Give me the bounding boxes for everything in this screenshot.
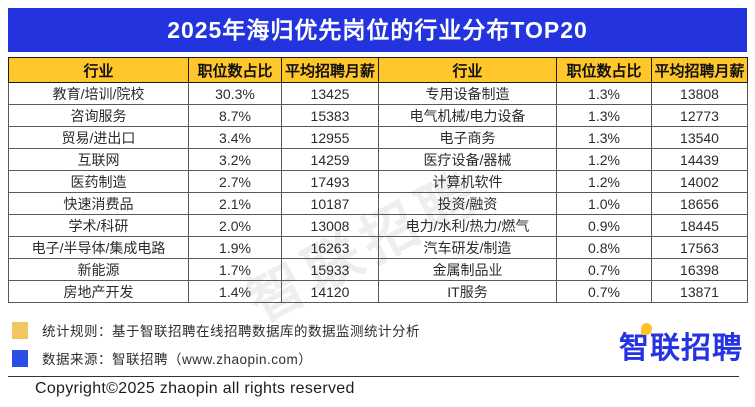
legend-source-text: 数据来源：智联招聘（www.zhaopin.com） — [42, 352, 313, 367]
table-row: 咨询服务 8.7% 15383 电气机械/电力设备 1.3% 12773 — [8, 104, 748, 127]
industry-cell: 汽车研发/制造 — [378, 236, 557, 259]
industry-cell: 医药制造 — [8, 170, 189, 193]
column-header: 行业 — [8, 57, 189, 83]
title-bar: 2025年海归优先岗位的行业分布TOP20 — [8, 8, 747, 52]
legend-row-rules: 统计规则：基于智联招聘在线招聘数据库的数据监测统计分析 — [12, 320, 747, 340]
industry-cell: 电子商务 — [378, 126, 557, 149]
salary-cell: 13425 — [281, 82, 379, 105]
salary-cell: 17493 — [281, 170, 379, 193]
table-row: 新能源 1.7% 15933 金属制品业 0.7% 16398 — [8, 258, 748, 281]
table-row: 互联网 3.2% 14259 医疗设备/器械 1.2% 14439 — [8, 148, 748, 171]
table-header-row: 行业 职位数占比 平均招聘月薪 行业 职位数占比 平均招聘月薪 — [8, 57, 748, 83]
share-cell: 1.3% — [556, 126, 652, 149]
salary-cell: 15383 — [281, 104, 379, 127]
industry-cell: 投资/融资 — [378, 192, 557, 215]
share-cell: 1.7% — [188, 258, 282, 281]
salary-cell: 13808 — [651, 82, 748, 105]
table-row: 房地产开发 1.4% 14120 IT服务 0.7% 13871 — [8, 280, 748, 303]
industry-cell: 贸易/进出口 — [8, 126, 189, 149]
industry-cell: 房地产开发 — [8, 280, 189, 303]
industry-cell: 电子/半导体/集成电路 — [8, 236, 189, 259]
table-row: 医药制造 2.7% 17493 计算机软件 1.2% 14002 — [8, 170, 748, 193]
share-cell: 3.4% — [188, 126, 282, 149]
footer: 统计规则：基于智联招聘在线招聘数据库的数据监测统计分析 数据来源：智联招聘（ww… — [8, 320, 747, 398]
salary-cell: 14259 — [281, 148, 379, 171]
share-cell: 30.3% — [188, 82, 282, 105]
share-cell: 2.0% — [188, 214, 282, 237]
column-header: 职位数占比 — [556, 57, 652, 83]
share-cell: 1.2% — [556, 148, 652, 171]
page-title: 2025年海归优先岗位的行业分布TOP20 — [167, 17, 588, 43]
salary-cell: 10187 — [281, 192, 379, 215]
share-cell: 1.9% — [188, 236, 282, 259]
salary-cell: 13008 — [281, 214, 379, 237]
share-cell: 1.0% — [556, 192, 652, 215]
salary-cell: 12773 — [651, 104, 748, 127]
share-cell: 1.3% — [556, 104, 652, 127]
column-header: 行业 — [378, 57, 557, 83]
industry-cell: 互联网 — [8, 148, 189, 171]
column-header: 平均招聘月薪 — [281, 57, 379, 83]
logo-dot-icon — [641, 323, 652, 335]
industry-cell: 电力/水利/热力/燃气 — [378, 214, 557, 237]
share-cell: 0.9% — [556, 214, 652, 237]
table-row: 学术/科研 2.0% 13008 电力/水利/热力/燃气 0.9% 18445 — [8, 214, 748, 237]
industry-cell: 咨询服务 — [8, 104, 189, 127]
industry-cell: 专用设备制造 — [378, 82, 557, 105]
share-cell: 2.1% — [188, 192, 282, 215]
salary-cell: 13540 — [651, 126, 748, 149]
industry-cell: 电气机械/电力设备 — [378, 104, 557, 127]
salary-cell: 14002 — [651, 170, 748, 193]
industry-cell: 快速消费品 — [8, 192, 189, 215]
industry-cell: 教育/培训/院校 — [8, 82, 189, 105]
share-cell: 3.2% — [188, 148, 282, 171]
salary-cell: 18656 — [651, 192, 748, 215]
zhaopin-logo: 智联招聘 — [619, 323, 743, 367]
table-row: 快速消费品 2.1% 10187 投资/融资 1.0% 18656 — [8, 192, 748, 215]
salary-cell: 14439 — [651, 148, 748, 171]
footer-divider — [8, 376, 739, 377]
share-cell: 1.2% — [556, 170, 652, 193]
table-row: 教育/培训/院校 30.3% 13425 专用设备制造 1.3% 13808 — [8, 82, 748, 105]
share-cell: 2.7% — [188, 170, 282, 193]
share-cell: 1.4% — [188, 280, 282, 303]
copyright-text: Copyright©2025 zhaopin all rights reserv… — [35, 380, 355, 397]
salary-cell: 16263 — [281, 236, 379, 259]
salary-cell: 15933 — [281, 258, 379, 281]
legend-blue-swatch — [12, 349, 28, 367]
legend-rules-text: 统计规则：基于智联招聘在线招聘数据库的数据监测统计分析 — [42, 324, 420, 339]
industry-cell: 医疗设备/器械 — [378, 148, 557, 171]
salary-cell: 12955 — [281, 126, 379, 149]
share-cell: 0.8% — [556, 236, 652, 259]
salary-cell: 16398 — [651, 258, 748, 281]
table-row: 电子/半导体/集成电路 1.9% 16263 汽车研发/制造 0.8% 17563 — [8, 236, 748, 259]
industry-table: 行业 职位数占比 平均招聘月薪 行业 职位数占比 平均招聘月薪 教育/培训/院校 30.3%… — [8, 57, 748, 303]
salary-cell: 18445 — [651, 214, 748, 237]
industry-cell: 学术/科研 — [8, 214, 189, 237]
salary-cell: 14120 — [281, 280, 379, 303]
legend-yellow-swatch — [12, 321, 28, 339]
share-cell: 0.7% — [556, 258, 652, 281]
share-cell: 8.7% — [188, 104, 282, 127]
salary-cell: 17563 — [651, 236, 748, 259]
column-header: 职位数占比 — [188, 57, 282, 83]
share-cell: 0.7% — [556, 280, 652, 303]
logo-text: 智联招聘 — [619, 332, 743, 365]
salary-cell: 13871 — [651, 280, 748, 303]
industry-cell: 金属制品业 — [378, 258, 557, 281]
industry-cell: 新能源 — [8, 258, 189, 281]
column-header: 平均招聘月薪 — [651, 57, 748, 83]
table-row: 贸易/进出口 3.4% 12955 电子商务 1.3% 13540 — [8, 126, 748, 149]
legend-row-source: 数据来源：智联招聘（www.zhaopin.com） — [12, 348, 747, 368]
share-cell: 1.3% — [556, 82, 652, 105]
industry-cell: 计算机软件 — [378, 170, 557, 193]
industry-cell: IT服务 — [378, 280, 557, 303]
